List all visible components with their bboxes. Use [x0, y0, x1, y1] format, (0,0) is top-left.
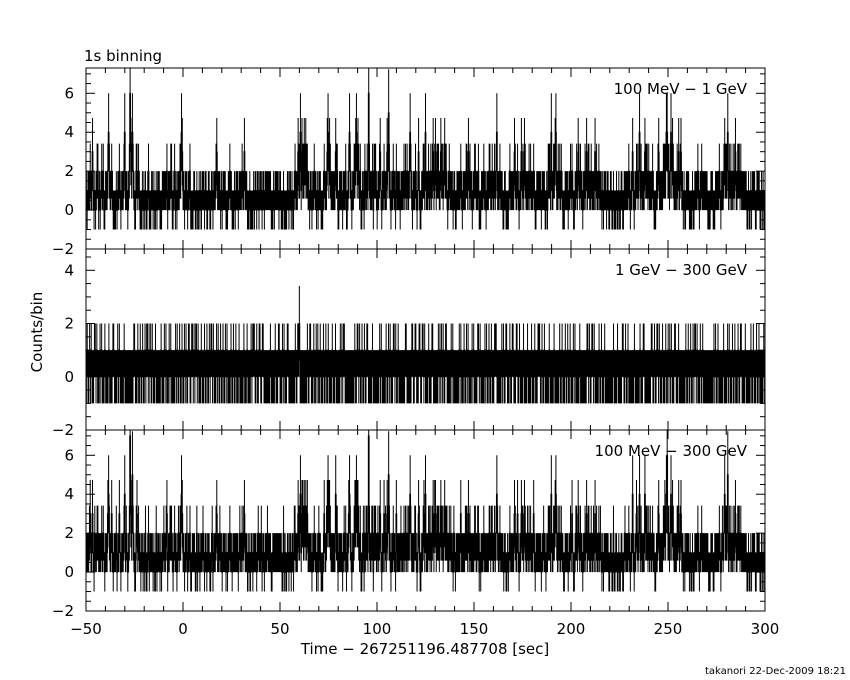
panel-2: −2 0 2 4 1 GeV − 300 GeV: [52, 248, 766, 439]
x-tick-label: 50: [270, 620, 289, 638]
y-tick-label: 0: [64, 563, 74, 581]
x-tick-label: 100: [363, 620, 392, 638]
panel-1: −2 0 2 4 6 100 MeV − 1 GeV: [52, 67, 766, 258]
y-tick-label: 4: [64, 485, 74, 503]
y-axis-label: Counts/bin: [28, 292, 46, 373]
error-bars-2: [85, 285, 766, 404]
x-tick-labels: −50 0 50 100 150 200 250 300: [70, 620, 779, 638]
chart-title: 1s binning: [84, 47, 162, 65]
y-tick-label: 4: [64, 123, 74, 141]
y-tick-label: 4: [64, 261, 74, 279]
credit-text: takanori 22-Dec-2009 18:21: [705, 666, 846, 677]
y-tick-label: −2: [52, 240, 74, 258]
y-tick-label: 2: [64, 315, 74, 333]
x-tick-label: 0: [178, 620, 188, 638]
y-tick-label: 6: [64, 446, 74, 464]
y-tick-label: −2: [52, 421, 74, 439]
y-tick-label: 6: [64, 84, 74, 102]
panel-label-1: 100 MeV − 1 GeV: [614, 80, 748, 98]
y-tick-label: 2: [64, 162, 74, 180]
y-tick-label: 2: [64, 524, 74, 542]
panels-group: −2 0 2 4 6 100 MeV − 1 GeV −2 0 2 4 1 GeV − 300 Ge…: [52, 67, 766, 620]
y-tick-label: −2: [52, 602, 74, 620]
x-tick-label: 150: [460, 620, 489, 638]
y-tick-label: 0: [64, 368, 74, 386]
panel-3: −2 0 2 4 6 100 MeV − 300 GeV: [52, 429, 766, 620]
y-tick-label: 0: [64, 201, 74, 219]
x-tick-label: 250: [654, 620, 683, 638]
panel-frame-3: [85, 429, 766, 612]
x-axis-label: Time − 267251196.487708 [sec]: [300, 640, 550, 658]
panel-label-2: 1 GeV − 300 GeV: [615, 261, 748, 279]
panel-label-3: 100 MeV − 300 GeV: [595, 442, 748, 460]
x-tick-label: −50: [70, 620, 102, 638]
x-tick-label: 300: [751, 620, 780, 638]
x-tick-label: 200: [557, 620, 586, 638]
